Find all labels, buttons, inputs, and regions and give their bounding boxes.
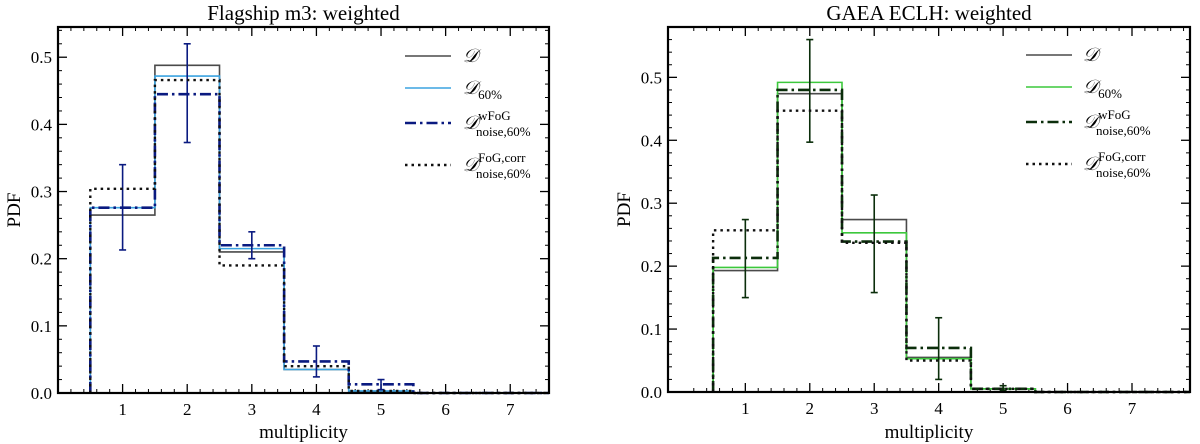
y-tick-label: 0.0 [641, 383, 662, 402]
error-bar [806, 38, 814, 143]
y-tick-label: 0.3 [31, 183, 52, 202]
legend-label-base: 𝒟 [1083, 112, 1102, 133]
legend-entry: 𝒟wFoG noise,60% [405, 108, 531, 139]
legend-label-sub: 60% [1098, 86, 1122, 101]
legend-label: 𝒟 [1083, 45, 1102, 66]
legend-entry: 𝒟wFoG noise,60% [1026, 107, 1151, 138]
legend-label-base: 𝒟 [463, 78, 482, 99]
x-tick-label: 3 [248, 400, 257, 419]
chart-title: Flagship m3: weighted [207, 1, 400, 25]
legend-label-sub: 60% [478, 87, 502, 102]
legend-label-sup: wFoG [1098, 107, 1131, 122]
legend-label-sub: noise,60% [1096, 165, 1151, 180]
x-tick-label: 1 [118, 400, 127, 419]
x-tick-label: 5 [377, 400, 386, 419]
plot-frame [56, 25, 551, 395]
error-bar [870, 194, 878, 294]
x-tick-label: 7 [506, 400, 515, 419]
legend-label: 𝒟60% [1083, 77, 1122, 101]
y-axis-label: PDF [4, 193, 25, 228]
x-tick-label: 2 [183, 400, 192, 419]
legend-label-sup: wFoG [478, 108, 511, 123]
legend-entry: 𝒟 [405, 46, 482, 67]
legend-entry: 𝒟60% [1026, 77, 1122, 101]
legend-entry: 𝒟60% [405, 78, 502, 102]
histogram-step-line [711, 109, 1190, 394]
error-bar [119, 163, 127, 251]
x-tick-label: 5 [999, 399, 1008, 418]
legend-label-sup: FoG,corr [1098, 149, 1146, 164]
series-D_60% [712, 81, 1190, 393]
legend-label: 𝒟 [463, 46, 482, 67]
error-bar [312, 345, 320, 378]
legend-label-base: 𝒟 [1083, 154, 1102, 175]
plot-frame [666, 25, 1192, 394]
x-axis-label: multiplicity [259, 422, 348, 443]
y-tick-label: 0.3 [641, 194, 662, 213]
legend-label: 𝒟FoG,corr noise,60% [1083, 149, 1151, 180]
y-tick-label: 0.0 [31, 384, 52, 403]
y-tick-label: 0.2 [31, 250, 52, 269]
x-tick-label: 7 [1128, 399, 1137, 418]
series-D^FoG,corr_noise,60% [711, 109, 1190, 394]
y-tick-label: 0.5 [641, 68, 662, 87]
x-tick-label: 4 [934, 399, 943, 418]
legend-label-base: 𝒟 [463, 113, 482, 134]
legend-entry: 𝒟FoG,corr noise,60% [405, 150, 531, 181]
histogram-step-line [711, 88, 1190, 394]
y-tick-label: 0.4 [31, 115, 53, 134]
legend-entry: 𝒟 [1026, 45, 1102, 66]
legend-label-sub: noise,60% [476, 124, 531, 139]
panel-1: Flagship m3: weighted multiplicity PDF 1 2 3 4… [4, 1, 551, 443]
x-tick-label: 4 [312, 400, 321, 419]
x-tick-label: 1 [741, 399, 750, 418]
y-axis-label: PDF [614, 192, 635, 227]
histogram-step-line [712, 81, 1190, 393]
histogram-step-line [89, 92, 549, 395]
legend-label-base: 𝒟 [463, 46, 482, 67]
series-D^wFoG_noise,60% [89, 42, 549, 395]
legend-label: 𝒟FoG,corr noise,60% [463, 150, 531, 181]
error-bar [741, 218, 749, 299]
x-tick-label: 6 [1063, 399, 1072, 418]
panel-2: GAEA ECLH: weighted multiplicity PDF 1 2 3 4 5 6… [614, 1, 1192, 443]
y-tick-label: 0.1 [31, 317, 52, 336]
legend-label-sub: noise,60% [476, 166, 531, 181]
y-tick-label: 0.5 [31, 48, 52, 67]
legend-label-sub: noise,60% [1096, 123, 1151, 138]
legend-label: 𝒟60% [463, 78, 502, 102]
legend-label-base: 𝒟 [1083, 45, 1102, 66]
y-tick-label: 0.2 [641, 257, 662, 276]
error-bar [935, 316, 943, 381]
x-tick-label: 2 [806, 399, 815, 418]
series-D^wFoG_noise,60% [711, 38, 1190, 394]
error-bar [248, 231, 256, 260]
series-D^FoG,corr_noise,60% [89, 78, 549, 395]
y-tick-label: 0.1 [641, 320, 662, 339]
legend-label-sup: FoG,corr [478, 150, 526, 165]
x-tick-label: 6 [441, 400, 450, 419]
y-tick-label: 0.4 [641, 131, 663, 150]
error-bar [377, 378, 385, 391]
legend-label-base: 𝒟 [1083, 77, 1102, 98]
legend-label: 𝒟wFoG noise,60% [1083, 107, 1151, 138]
x-tick-label: 3 [870, 399, 879, 418]
chart-title: GAEA ECLH: weighted [826, 1, 1032, 25]
legend-label-base: 𝒟 [463, 155, 482, 176]
legend-entry: 𝒟FoG,corr noise,60% [1026, 149, 1151, 180]
histogram-step-line [89, 78, 549, 395]
error-bar [183, 42, 191, 144]
x-axis-label: multiplicity [885, 422, 974, 443]
error-bar [999, 384, 1007, 392]
legend-label: 𝒟wFoG noise,60% [463, 108, 531, 139]
